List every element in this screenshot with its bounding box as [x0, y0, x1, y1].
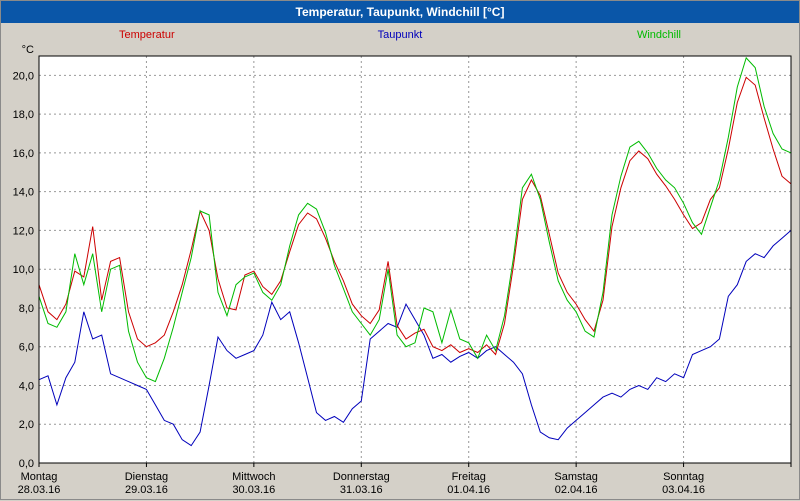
y-tick-label: 6,0	[19, 342, 34, 354]
x-date-label: 02.04.16	[555, 484, 598, 496]
y-axis-unit: °C	[22, 45, 34, 56]
legend-temperatur-label: Temperatur	[119, 29, 175, 41]
y-tick-label: 20,0	[13, 70, 34, 82]
x-day-label: Mittwoch	[232, 471, 275, 483]
y-tick-label: 4,0	[19, 380, 34, 392]
series-taupunkt	[38, 230, 792, 447]
y-tick-label: 10,0	[13, 264, 34, 276]
x-day-label: Freitag	[452, 471, 486, 483]
x-day-label: Montag	[21, 471, 58, 483]
window-titlebar: Temperatur, Taupunkt, Windchill [°C]	[1, 1, 799, 23]
x-date-label: 03.04.16	[662, 484, 705, 496]
x-date-label: 28.03.16	[18, 484, 61, 496]
legend-windchill-label: Windchill	[636, 29, 681, 41]
x-day-label: Samstag	[554, 471, 597, 483]
x-date-label: 31.03.16	[340, 484, 383, 496]
plot-area	[39, 56, 791, 463]
x-date-label: 01.04.16	[447, 484, 490, 496]
x-date-label: 29.03.16	[125, 484, 168, 496]
y-tick-label: 8,0	[19, 303, 34, 315]
legend: Temperatur Taupunkt Windchill	[1, 23, 799, 45]
y-tick-label: 12,0	[13, 225, 34, 237]
series-windchill	[38, 56, 792, 383]
chart-svg: 0,0 2,0 4,0 6,0 8,0 10,0 12,0 14,0 16,0 18,0 20,0 °…	[13, 45, 792, 496]
page-title: Temperatur, Taupunkt, Windchill [°C]	[295, 5, 505, 19]
plot-border	[38, 55, 792, 464]
y-tick-label: 14,0	[13, 187, 34, 199]
x-day-label: Dienstag	[125, 471, 168, 483]
legend-taupunkt-label: Taupunkt	[377, 29, 423, 41]
x-date-label: 30.03.16	[232, 484, 275, 496]
x-day-label: Sonntag	[663, 471, 704, 483]
y-tick-label: 16,0	[13, 148, 34, 160]
y-tick-label: 18,0	[13, 109, 34, 121]
series-temperatur	[38, 76, 792, 356]
y-tick-label: 2,0	[19, 419, 34, 431]
x-day-label: Donnerstag	[333, 471, 390, 483]
y-tick-label: 0,0	[19, 458, 34, 470]
